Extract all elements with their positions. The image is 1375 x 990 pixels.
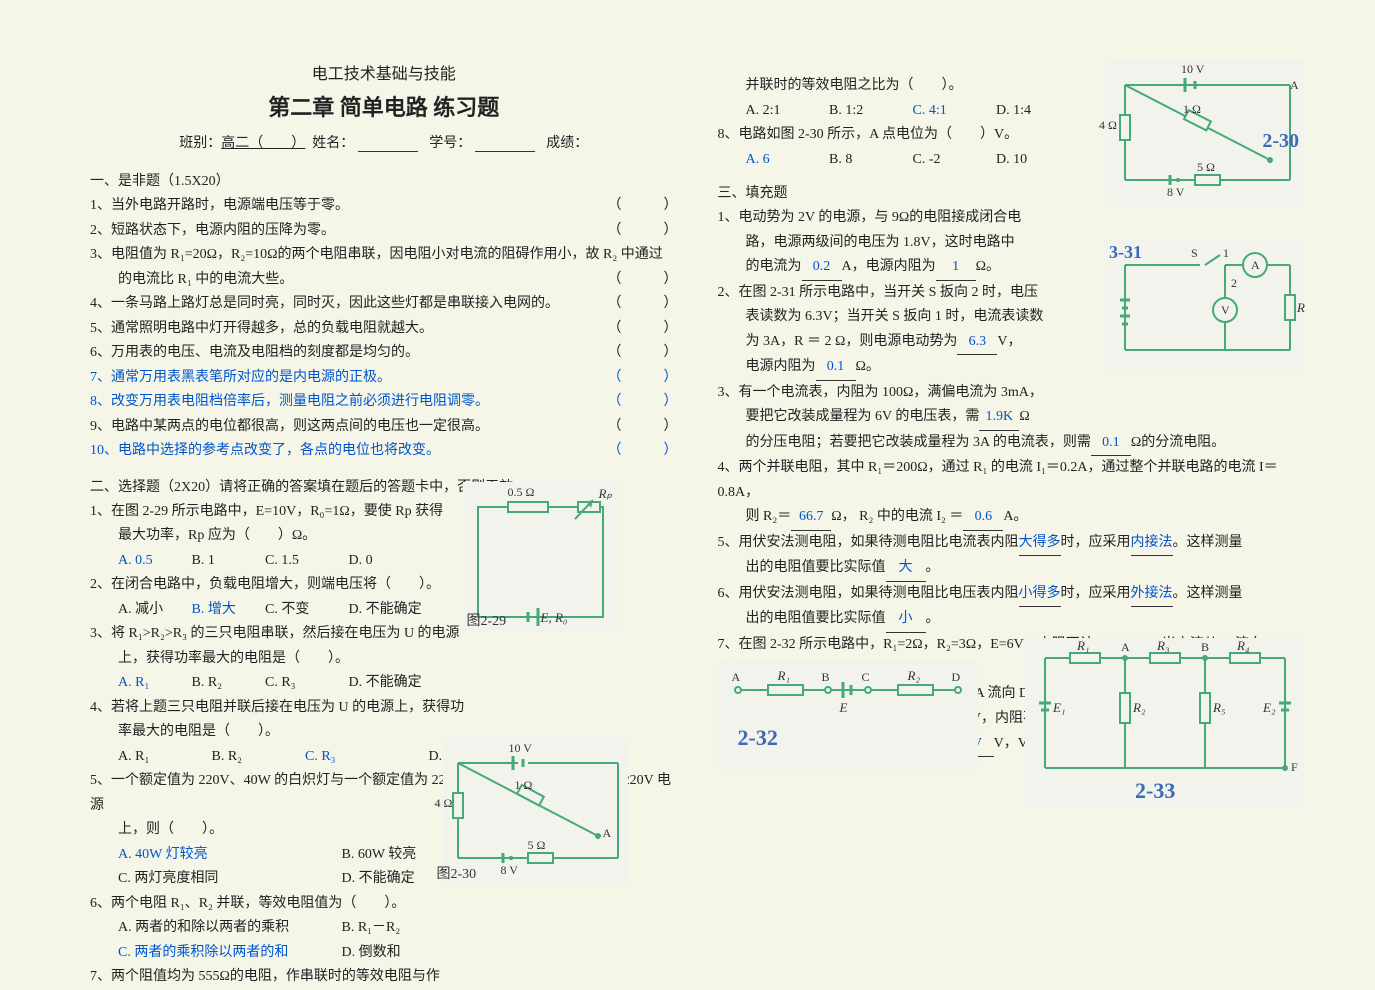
q1-9: 9、电路中某两点的电位都很高，则这两点间的电压也一定很高。（ ） (90, 415, 678, 440)
diagram-2-32: A B C D R₁ R₂ E 2-32 (718, 660, 978, 770)
f4a: 4、两个并联电阻，其中 R₁＝200Ω，通过 R₁ 的电流 I₁＝0.2A，通过… (718, 456, 1306, 505)
q2-7: 7、两个阻值均为 555Ω的电阻，作串联时的等效电阻与作 (90, 965, 678, 990)
f6a: 6、用伏安法测电阻，如果待测电阻比电压表内阻小得多时，应采用外接法。这样测量 (718, 582, 1306, 608)
q2-4a: 4、若将上题三只电阻并联后接在电压为 U 的电源上，获得功 (90, 696, 678, 721)
q1-2: 2、短路状态下，电源内阻的压降为零。（ ） (90, 219, 678, 244)
q1-4: 4、一条马路上路灯总是同时亮，同时灭，因此这些灯都是串联接入电网的。（ ） (90, 292, 678, 317)
info-line: 班别：高二（ ） 姓名： 学号： 成绩： (90, 132, 678, 152)
q1-5: 5、通常照明电路中灯开得越多，总的负载电阻就越大。（ ） (90, 317, 678, 342)
diagram-2-30-left: 10 V 4 Ω 1 Ω 5 Ω 8 V A 图2-30 (443, 738, 628, 883)
f4b: 则 R₂＝66.7Ω， R₂ 中的电流 I₂ ＝0.6A。 (718, 505, 1306, 531)
q1-3b: 的电流比 R₁ 中的电流大些。（ ） (90, 268, 678, 293)
chapter-title: 第二章 简单电路 练习题 (90, 90, 678, 122)
q1-7: 7、通常万用表黑表笔所对应的是内电源的正极。（ ） (90, 366, 678, 391)
name-label: 姓名： (312, 136, 354, 151)
f6b: 出的电阻值要比实际值小。 (718, 607, 1306, 633)
subject-title: 电工技术基础与技能 (90, 60, 678, 84)
score-label: 成绩： (546, 136, 588, 151)
class-label: 班别： (179, 136, 221, 151)
q1-3a: 3、电阻值为 R₁=20Ω，R₂=10Ω的两个电阻串联，因电阻小对电流的阻碍作用… (90, 243, 678, 268)
q2-6o1: A. 两者的和除以两者的乘积 B. R₁－R₂ (90, 916, 678, 941)
q1-6: 6、万用表的电压、电流及电阻档的刻度都是均匀的。（ ） (90, 341, 678, 366)
right-column: 并联时的等效电阻之比为（ ）。 A. 2:1 B. 1:2 C. 4:1 D. … (718, 60, 1306, 931)
f5b: 出的电阻值要比实际值大。 (718, 556, 1306, 582)
q2-3b: 上，获得功率最大的电阻是（ ）。 (90, 647, 678, 672)
q2-3o: A. R₁ B. R₂ C. R₃ D. 不能确定 (90, 671, 678, 696)
f5a: 5、用伏安法测电阻，如果待测电阻比电流表内阻大得多时，应采用内接法。这样测量 (718, 531, 1306, 557)
q1-1: 1、当外电路开路时，电源端电压等于零。（ ） (90, 194, 678, 219)
q1-8: 8、改变万用表电阻档倍率后，测量电阻之前必须进行电阻调零。（ ） (90, 390, 678, 415)
q1-10: 10、电路中选择的参考点改变了，各点的电位也将改变。（ ） (90, 439, 678, 464)
left-column: 电工技术基础与技能 第二章 简单电路 练习题 班别：高二（ ） 姓名： 学号： … (90, 60, 678, 931)
f1a: 1、电动势为 2V 的电源，与 9Ω的电阻接成闭合电 (718, 206, 1306, 231)
diagram-3-31: 3-31 S 1 2 A V R (1105, 240, 1305, 370)
sid-blank (475, 138, 535, 152)
diagram-2-29: 0.5 Ω Rₚ E, R₀ 图2-29 (463, 482, 618, 632)
sid-label: 学号： (429, 136, 471, 151)
class-value: 高二（ ） (221, 136, 305, 151)
diagram-2-33: R₁ R₃ R₄ R₂ R₅ E₁ E₂ A B F 2-33 (1025, 638, 1305, 808)
f3c: 的分压电阻；若要把它改装成量程为 3A 的电流表，则需0.1Ω的分流电阻。 (718, 431, 1306, 457)
q2-6o2: C. 两者的乘积除以两者的和 D. 倒数和 (90, 941, 678, 966)
name-blank (358, 138, 418, 152)
diagram-2-30-right: 10 V 4 Ω 1 Ω 5 Ω 8 V A 2-30 (1105, 60, 1305, 205)
q2-6a: 6、两个电阻 R₁、R₂ 并联，等效电阻值为（ ）。 (90, 892, 678, 917)
f3a: 3、有一个电流表，内阻为 100Ω，满偏电流为 3mA， (718, 381, 1306, 406)
section1-title: 一、是非题（1.5X20） (90, 170, 678, 190)
f3b: 要把它改装成量程为 6V 的电压表，需1.9KΩ (718, 405, 1306, 431)
